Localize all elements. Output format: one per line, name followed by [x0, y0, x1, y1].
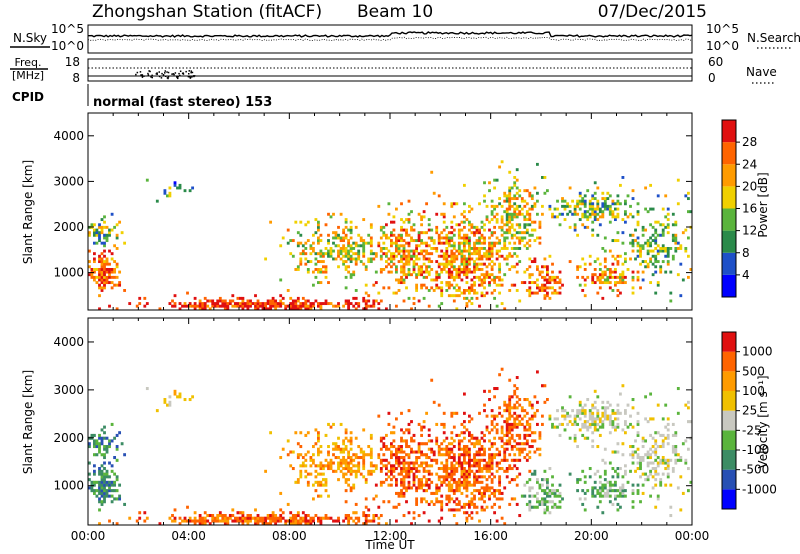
y-tick-label: 3000 — [53, 383, 84, 397]
colorbar-tick-label: 24 — [742, 157, 757, 171]
freq-label-bottom: [MHz] — [12, 69, 44, 82]
power-panel: 1000 2000 3000 4000 Slant Range [km] 4 8 12 16… — [21, 112, 770, 311]
colorbar-segment — [722, 351, 736, 372]
colorbar-segment — [722, 371, 736, 391]
velocity-axis: 1000 2000 3000 4000 00:00 04:00 08:00 12:00 16:0… — [53, 318, 709, 543]
y-tick-label: 1000 — [53, 266, 84, 280]
x-tick-label: 20:00 — [574, 529, 609, 543]
colorbar-segment — [722, 274, 736, 298]
y-tick-label: 1000 — [53, 479, 84, 493]
noise-panel: N.Sky 10^5 10^0 10^5 10^0 N.Search — [10, 22, 800, 54]
colorbar-segment — [722, 450, 736, 470]
colorbar-tick-label: 20 — [742, 179, 757, 193]
colorbar-tick-label: 1000 — [742, 345, 773, 359]
x-tick-label: 00:00 — [71, 529, 106, 543]
noise-right-tick-top: 10^5 — [706, 22, 739, 36]
colorbar-tick-label: -500 — [742, 463, 769, 477]
y-tick-label: 4000 — [53, 335, 84, 349]
nave-right-tick-top: 60 — [708, 55, 723, 69]
noise-left-tick-top: 10^5 — [51, 22, 84, 36]
x-tick-label: 12:00 — [373, 529, 408, 543]
colorbar-tick-label: 28 — [742, 135, 757, 149]
x-tick-label: 04:00 — [171, 529, 206, 543]
velocity-colorbar: 1000 500 100 25 -25 -100 -500 -1000 — [721, 331, 777, 510]
date-label: 07/Dec/2015 — [598, 2, 707, 22]
y-tick-label: 4000 — [53, 129, 84, 143]
y-tick-label: 2000 — [53, 220, 84, 234]
velocity-data-cells — [88, 367, 693, 526]
beam-label: Beam 10 — [357, 2, 433, 22]
x-tick-label: 08:00 — [272, 529, 307, 543]
noise-trace — [87, 31, 693, 41]
colorbar-segment — [722, 410, 736, 431]
velocity-panel: 1000 2000 3000 4000 00:00 04:00 08:00 12:00 16:0… — [21, 317, 777, 543]
frequency-panel: Freq. [MHz] 18 8 60 0 Nave — [10, 55, 777, 85]
velocity-colorbar-label: Velocity [m s⁻¹] — [756, 375, 770, 468]
colorbar-tick-label: -1000 — [742, 482, 777, 496]
colorbar-segment — [722, 208, 736, 231]
x-axis-label: Time UT — [364, 538, 415, 552]
colorbar-tick-label: -25 — [742, 423, 762, 437]
y-tick-label: 3000 — [53, 174, 84, 188]
colorbar-tick-label: 8 — [742, 246, 750, 260]
colorbar-segment — [722, 186, 736, 209]
colorbar-segment — [722, 469, 736, 490]
colorbar-segment — [722, 120, 736, 143]
colorbar-segment — [722, 391, 736, 411]
y-tick-label: 2000 — [53, 431, 84, 445]
noise-left-tick-bottom: 10^0 — [51, 39, 84, 53]
colorbar-segment — [722, 142, 736, 165]
colorbar-tick-label: -100 — [742, 443, 769, 457]
colorbar-tick-label: 4 — [742, 268, 750, 282]
freq-left-tick-top: 18 — [65, 55, 80, 69]
x-tick-label: 00:00 — [675, 529, 710, 543]
colorbar-segment — [722, 230, 736, 253]
x-tick-label: 16:00 — [473, 529, 508, 543]
frequency-trace — [88, 67, 692, 80]
colorbar-tick-label: 25 — [742, 404, 757, 418]
colorbar-tick-label: 16 — [742, 202, 757, 216]
freq-left-tick-bottom: 8 — [72, 71, 80, 85]
colorbar-segment — [722, 489, 736, 509]
colorbar-tick-label: 500 — [742, 364, 765, 378]
colorbar-tick-label: 100 — [742, 384, 765, 398]
freq-label-top: Freq. — [14, 56, 41, 69]
colorbar-segment — [722, 332, 736, 352]
noise-right-tick-bottom: 10^0 — [706, 39, 739, 53]
nave-right-tick-bottom: 0 — [708, 71, 716, 85]
colorbar-segment — [722, 430, 736, 450]
power-data-cells — [88, 160, 693, 311]
velocity-ylabel: Slant Range [km] — [21, 370, 35, 474]
cpid-value: normal (fast stereo) 153 — [93, 95, 272, 110]
colorbar-segment — [722, 252, 736, 275]
noise-right-label: N.Search — [747, 31, 800, 45]
power-colorbar-label: Power [dB] — [756, 172, 770, 237]
power-axis: 1000 2000 3000 4000 — [53, 113, 693, 310]
colorbar-segment — [722, 164, 736, 187]
power-colorbar: 4 8 12 16 20 24 28 — [721, 119, 757, 298]
nave-label: Nave — [746, 65, 777, 79]
power-ylabel: Slant Range [km] — [21, 160, 35, 264]
cpid-label: CPID — [12, 90, 44, 104]
station-title: Zhongshan Station (fitACF) — [92, 2, 322, 22]
noise-left-label: N.Sky — [13, 31, 47, 45]
colorbar-tick-label: 12 — [742, 224, 757, 238]
